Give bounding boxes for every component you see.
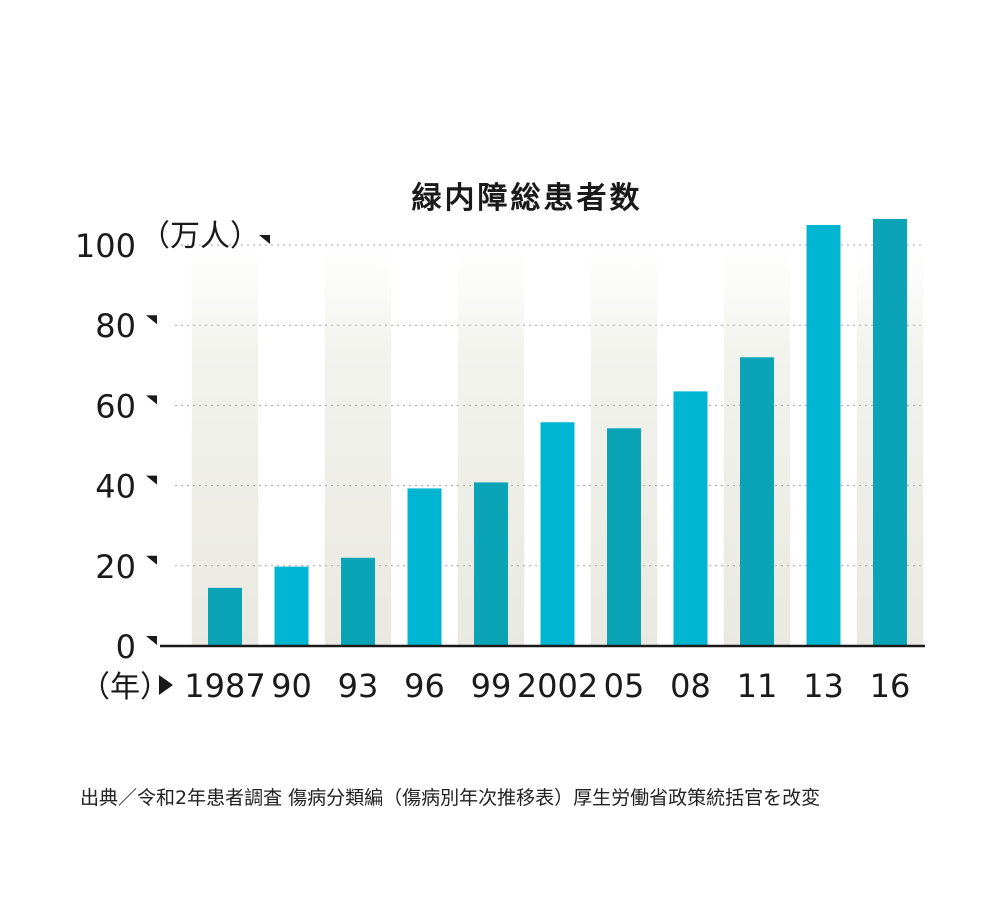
bar xyxy=(407,488,442,646)
bar xyxy=(274,566,309,646)
y-tick-label: 20 xyxy=(95,548,136,586)
bar xyxy=(474,482,508,646)
bar xyxy=(208,587,242,646)
x-tick-label: 1987 xyxy=(184,667,265,705)
y-tick-marker-icon xyxy=(146,315,157,325)
y-tick-marker-icon xyxy=(146,555,157,565)
bar xyxy=(341,557,375,646)
x-ticks: 1987 90 93 96 99 2002 05 08 11 13 16 xyxy=(184,667,910,705)
y-tick-label: 40 xyxy=(95,468,136,506)
y-tick-label: 0 xyxy=(116,628,136,666)
gridlines xyxy=(175,244,925,567)
y-axis-unit: （万人） xyxy=(140,219,260,254)
chart-title: 緑内障総患者数 xyxy=(412,181,643,216)
bar xyxy=(540,422,575,646)
y-ticks: 0 20 40 60 80 100 xyxy=(75,227,270,666)
bars xyxy=(208,218,907,646)
x-tick-label: 96 xyxy=(404,667,445,705)
y-tick-marker-icon xyxy=(146,395,157,405)
x-tick-label: 11 xyxy=(737,667,778,705)
x-tick-label: 13 xyxy=(803,667,844,705)
x-tick-label: 05 xyxy=(604,667,645,705)
x-axis-arrow-icon xyxy=(159,675,173,695)
y-tick-marker-icon xyxy=(259,235,270,244)
band xyxy=(191,250,259,646)
bar xyxy=(740,357,774,646)
x-tick-label: 2002 xyxy=(517,667,598,705)
x-tick-label: 93 xyxy=(338,667,379,705)
x-tick-label: 90 xyxy=(271,667,312,705)
bar xyxy=(673,391,708,646)
x-tick-label: 08 xyxy=(670,667,711,705)
x-tick-label: 99 xyxy=(471,667,512,705)
y-tick-marker-icon xyxy=(146,636,157,645)
y-tick-label: 80 xyxy=(95,307,136,345)
bar xyxy=(873,218,907,646)
bar xyxy=(806,224,841,646)
y-tick-label: 60 xyxy=(95,387,136,425)
source-note: 出典／令和2年患者調査 傷病分類編（傷病別年次推移表）厚生労働省政策統括官を改変 xyxy=(80,787,821,809)
x-axis-unit: （年） xyxy=(80,670,170,705)
bar xyxy=(607,428,641,646)
x-tick-label: 16 xyxy=(870,667,911,705)
y-tick-label: 100 xyxy=(75,227,136,265)
y-tick-marker-icon xyxy=(146,475,157,485)
